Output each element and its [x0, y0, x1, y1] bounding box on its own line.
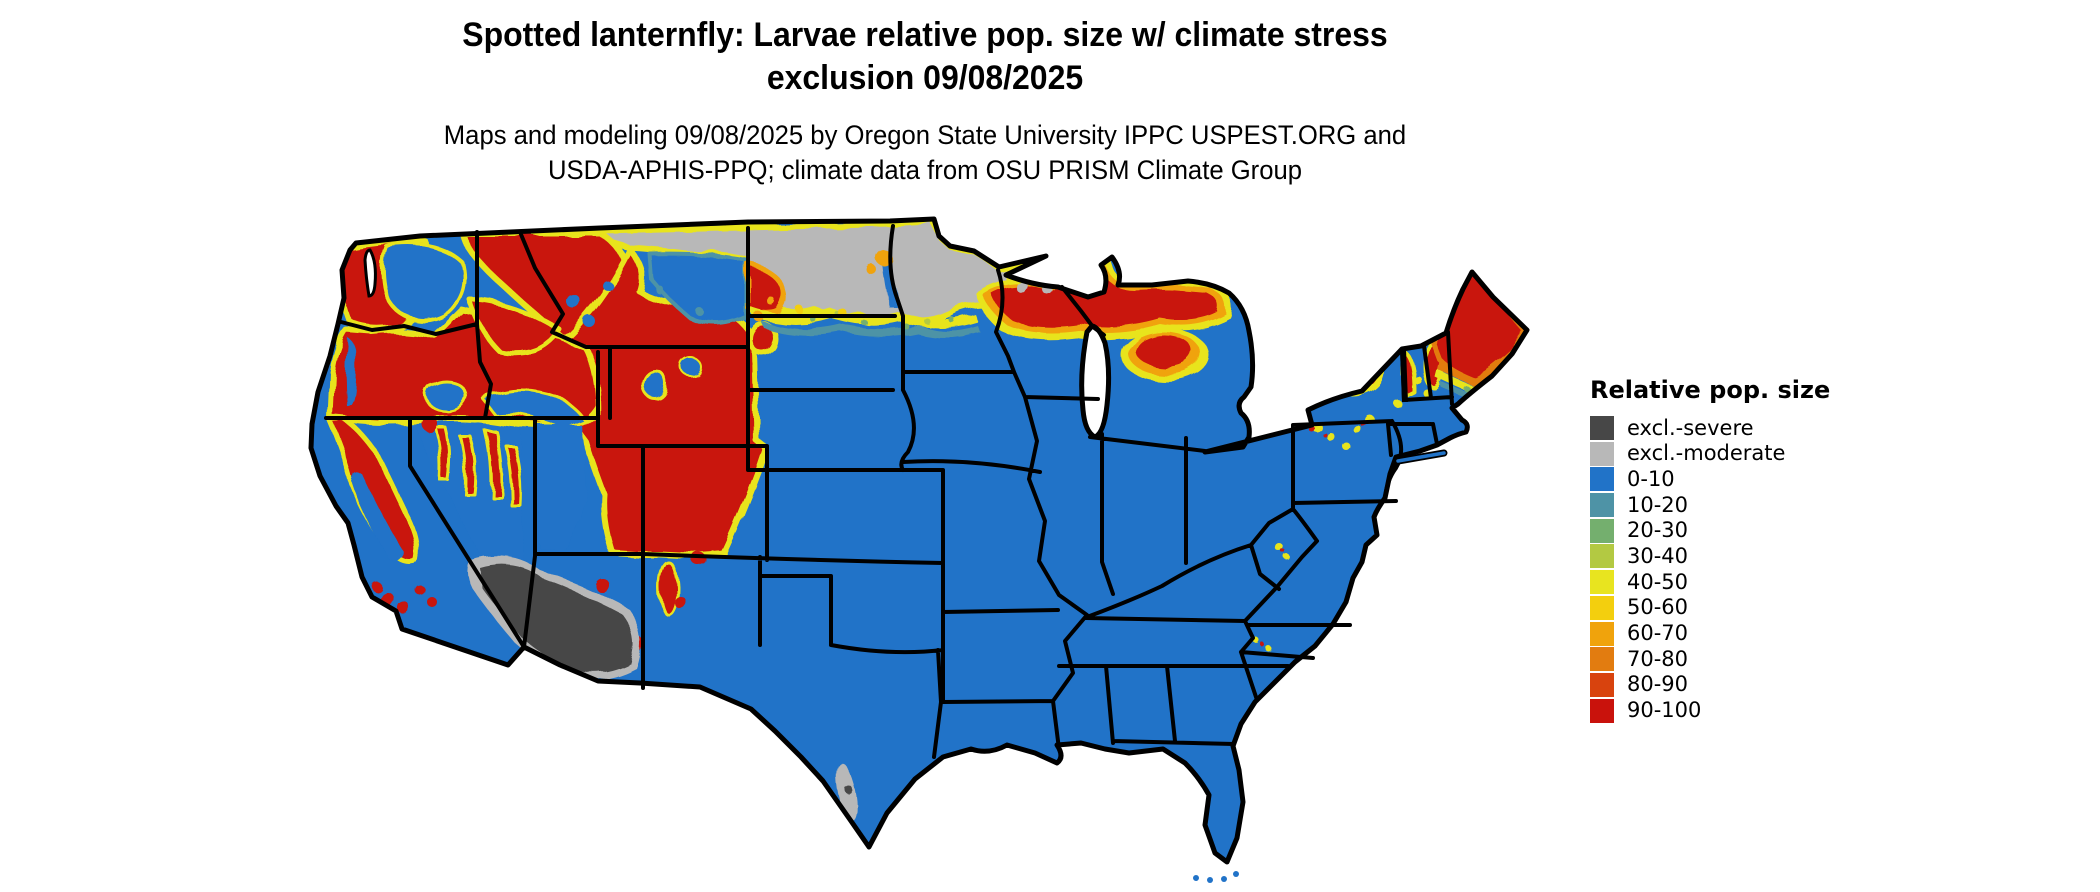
- legend-item: 60-70: [1590, 621, 1830, 646]
- legend-swatch: [1590, 441, 1614, 466]
- subtitle-line-1: Maps and modeling 09/08/2025 by Oregon S…: [443, 120, 1407, 150]
- region-central-valley: [352, 473, 404, 561]
- florida-keys: [1193, 871, 1239, 883]
- legend-item: 10-20: [1590, 492, 1830, 518]
- legend-item: 40-50: [1590, 569, 1830, 595]
- legend-item: 30-40: [1590, 543, 1830, 569]
- region-powder-basin: [679, 356, 701, 376]
- legend-item: 50-60: [1590, 595, 1830, 620]
- legend-label: 20-30: [1627, 518, 1689, 543]
- region-wi-up-high: [992, 271, 1219, 327]
- legend-swatch: [1590, 698, 1614, 723]
- region-red-river-valley: [882, 260, 898, 308]
- transition-specks-orange-gold: [656, 250, 892, 321]
- region-columbia-basin: [380, 242, 467, 322]
- legend-swatch: [1590, 544, 1614, 569]
- region-ne-montana-low: [648, 251, 748, 326]
- legend-items: excl.-severe excl.-moderate 0-10 10-20 20-30…: [1590, 416, 1830, 723]
- legend-label: excl.-severe: [1627, 415, 1754, 440]
- legend-label: 40-50: [1627, 569, 1689, 594]
- legend-label: 30-40: [1627, 543, 1689, 568]
- region-up-shore-moderate: [1016, 281, 1028, 293]
- legend-item: 0-10: [1590, 466, 1830, 492]
- legend-label: 80-90: [1627, 672, 1689, 697]
- region-bighorn-basin: [641, 369, 669, 401]
- region-montana-valley-low: [603, 281, 613, 291]
- region-desert-excl-severe: [480, 564, 634, 672]
- title-line-2: exclusion 09/08/2025: [766, 59, 1084, 97]
- legend-swatch: [1590, 518, 1614, 543]
- subtitle-line-2: USDA-APHIS-PPQ; climate data from OSU PR…: [547, 155, 1303, 185]
- transition-band-dakotas-teal: [760, 320, 980, 338]
- region-central-idaho-high: [467, 297, 563, 357]
- legend-swatch: [1590, 467, 1614, 492]
- region-socal-mountain-spots: [371, 581, 437, 614]
- legend-label: excl.-moderate: [1627, 441, 1786, 466]
- legend-swatch: [1590, 647, 1614, 672]
- region-bigbend-excl-severe: [845, 786, 853, 794]
- legend-label: 10-20: [1627, 492, 1689, 517]
- region-west-utah-desert: [538, 424, 586, 550]
- legend-item: 80-90: [1590, 672, 1830, 697]
- region-montana-valley-low: [565, 293, 579, 307]
- region-tughill-speck: [1317, 387, 1327, 397]
- legend-swatch: [1590, 493, 1614, 518]
- legend-item: excl.-moderate: [1590, 441, 1830, 466]
- legend-item: 70-80: [1590, 646, 1830, 672]
- legend-swatch: [1590, 672, 1614, 697]
- region-adirondacks-fringe: [1320, 348, 1384, 396]
- legend-swatch: [1590, 621, 1614, 646]
- region-montana-valley-low: [584, 316, 596, 328]
- legend: Relative pop. size excl.-severe excl.-mod…: [1590, 376, 1830, 724]
- us-coastline-outline: [308, 216, 1530, 865]
- region-newengland-speck: [1414, 376, 1422, 384]
- region-n-lower-michigan-high: [1137, 336, 1193, 368]
- legend-swatch: [1590, 416, 1614, 440]
- legend-label: 70-80: [1627, 646, 1689, 671]
- lake-champlain: [1400, 348, 1408, 403]
- legend-title: Relative pop. size: [1590, 376, 1831, 404]
- legend-item: 90-100: [1590, 698, 1830, 723]
- region-willamette-valley: [345, 338, 357, 407]
- region-catskills-speck: [1352, 424, 1360, 432]
- title-line-1: Spotted lanternfly: Larvae relative pop.…: [462, 16, 1388, 54]
- legend-item: 20-30: [1590, 518, 1830, 543]
- long-island-fill: [1396, 451, 1446, 463]
- legend-label: 50-60: [1627, 595, 1689, 620]
- legend-label: 90-100: [1627, 698, 1702, 723]
- page-subtitle: Maps and modeling 09/08/2025 by Oregon S…: [303, 118, 1548, 188]
- region-harney-basin: [424, 379, 468, 413]
- legend-label: 60-70: [1627, 621, 1689, 645]
- puget-sound-inlet: [363, 248, 377, 298]
- region-berkshires-speck: [1394, 400, 1402, 408]
- page-title: Spotted lanternfly: Larvae relative pop.…: [309, 14, 1540, 100]
- legend-label: 0-10: [1627, 466, 1675, 491]
- legend-item: excl.-severe: [1590, 416, 1830, 440]
- region-sierra-norcal-high: [327, 416, 420, 564]
- state-borders: [324, 224, 1454, 759]
- legend-swatch: [1590, 595, 1614, 620]
- legend-swatch: [1590, 570, 1614, 595]
